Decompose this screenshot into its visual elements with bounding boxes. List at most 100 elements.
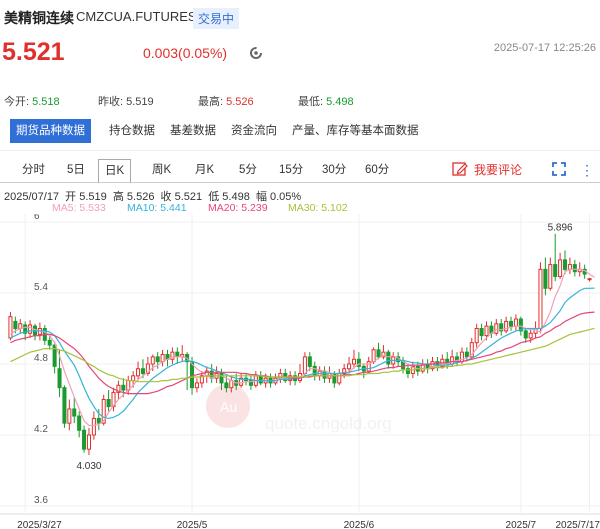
candle-body: [140, 368, 145, 374]
watermark-logo: [206, 384, 250, 428]
candle: [361, 364, 366, 379]
candle-body: [509, 320, 514, 327]
candle: [567, 257, 572, 275]
comment-button[interactable]: 我要评论: [452, 159, 522, 181]
candle-body: [13, 320, 18, 330]
candle-body: [342, 368, 347, 374]
candle: [62, 385, 67, 428]
stat-open: 今开: 5.518: [4, 93, 60, 109]
candle: [175, 347, 180, 364]
legend-ma10: MA10: 5.441: [127, 202, 187, 214]
candle-body: [106, 399, 111, 408]
candle: [322, 366, 327, 383]
candle: [86, 427, 91, 456]
candle: [28, 320, 33, 338]
candle-body: [111, 391, 116, 408]
candle-body: [386, 351, 391, 365]
candle-body: [175, 351, 180, 358]
candle-body: [356, 358, 361, 367]
candle-body: [528, 332, 533, 339]
candle: [258, 371, 263, 386]
stat-low-value: 5.498: [326, 96, 354, 108]
candle: [307, 352, 312, 372]
candle-body: [558, 259, 563, 277]
candle-body: [23, 324, 28, 334]
stat-prev-label: 昨收:: [98, 96, 124, 108]
candle-body: [518, 318, 523, 332]
candle-body: [224, 382, 229, 389]
ma-lines: [10, 268, 595, 427]
candle-body: [57, 368, 62, 389]
period-weekly[interactable]: 周K: [152, 164, 172, 176]
candle-body: [322, 370, 327, 379]
ohlc-summary: 2025/07/17 开 5.519 高 5.526 收 5.521 低 5.4…: [4, 191, 302, 203]
legend-ma5: MA5: 5.533: [52, 202, 106, 214]
candle-body: [474, 328, 479, 344]
candle: [553, 233, 558, 282]
candle: [47, 335, 52, 350]
status-badge: 交易中: [193, 8, 240, 29]
period-monthly[interactable]: 月K: [195, 164, 215, 176]
candle-body: [459, 351, 464, 363]
candle-body: [347, 363, 352, 370]
candle: [194, 378, 199, 393]
period-5day[interactable]: 5日: [67, 164, 85, 176]
candle: [337, 368, 342, 386]
candle-body: [121, 384, 126, 391]
tab-fundamentals[interactable]: 产量、库存等基本面数据: [292, 125, 419, 137]
candle: [77, 411, 82, 438]
period-5min[interactable]: 5分: [239, 164, 257, 176]
candle: [376, 342, 381, 360]
candle-body: [8, 316, 13, 339]
x-tick-label: 2025/7: [506, 520, 537, 529]
legend-ma20: MA20: 5.239: [208, 202, 268, 214]
period-intraday[interactable]: 分时: [22, 164, 45, 176]
divider: [0, 150, 600, 151]
candle-body: [131, 375, 136, 382]
candle: [248, 375, 253, 391]
candle: [106, 390, 111, 412]
tab-futures-data[interactable]: 期货品种数据: [10, 119, 91, 143]
candle: [435, 356, 440, 372]
candle: [155, 352, 160, 369]
candle-body: [47, 339, 52, 346]
candle-body: [248, 380, 253, 386]
candle: [32, 323, 38, 341]
watermark: Au quote.cngold.org: [206, 384, 392, 433]
period-60min[interactable]: 60分: [365, 164, 390, 176]
stat-prev-value: 5.519: [126, 96, 154, 108]
candlestick-chart[interactable]: Au quote.cngold.org 3.6 4.2 4.8 5.4 6 2025/3/…: [0, 214, 600, 529]
candle: [351, 349, 357, 369]
tab-basis[interactable]: 基差数据: [170, 125, 216, 137]
period-daily[interactable]: 日K: [98, 159, 132, 184]
fullscreen-icon[interactable]: [552, 162, 566, 176]
period-15min[interactable]: 15分: [279, 164, 304, 176]
more-icon[interactable]: ⋮: [580, 162, 594, 178]
candle: [562, 250, 568, 275]
period-30min[interactable]: 30分: [322, 164, 347, 176]
candle-body: [479, 328, 484, 337]
candle: [327, 366, 332, 383]
candle-body: [366, 361, 371, 372]
candle: [474, 323, 479, 348]
candle-body: [548, 264, 553, 289]
stat-low-label: 最低:: [298, 96, 324, 108]
candle-body: [145, 363, 150, 374]
candle-body: [450, 356, 455, 365]
candle: [420, 359, 425, 374]
annotation-label: 4.030: [76, 461, 101, 472]
refresh-icon[interactable]: [249, 46, 263, 60]
candle-body: [523, 330, 528, 339]
candle-body: [572, 264, 577, 273]
tab-fund-flow[interactable]: 资金流向: [231, 125, 277, 137]
y-tick-label: 4.2: [34, 424, 48, 435]
candle: [52, 341, 57, 374]
candle: [180, 345, 185, 362]
candle-body: [194, 382, 199, 389]
candle: [513, 314, 518, 331]
candle: [273, 373, 278, 386]
tab-positions[interactable]: 持仓数据: [109, 125, 155, 137]
candle-body: [499, 323, 504, 332]
candle: [386, 349, 391, 369]
candle: [464, 347, 469, 362]
